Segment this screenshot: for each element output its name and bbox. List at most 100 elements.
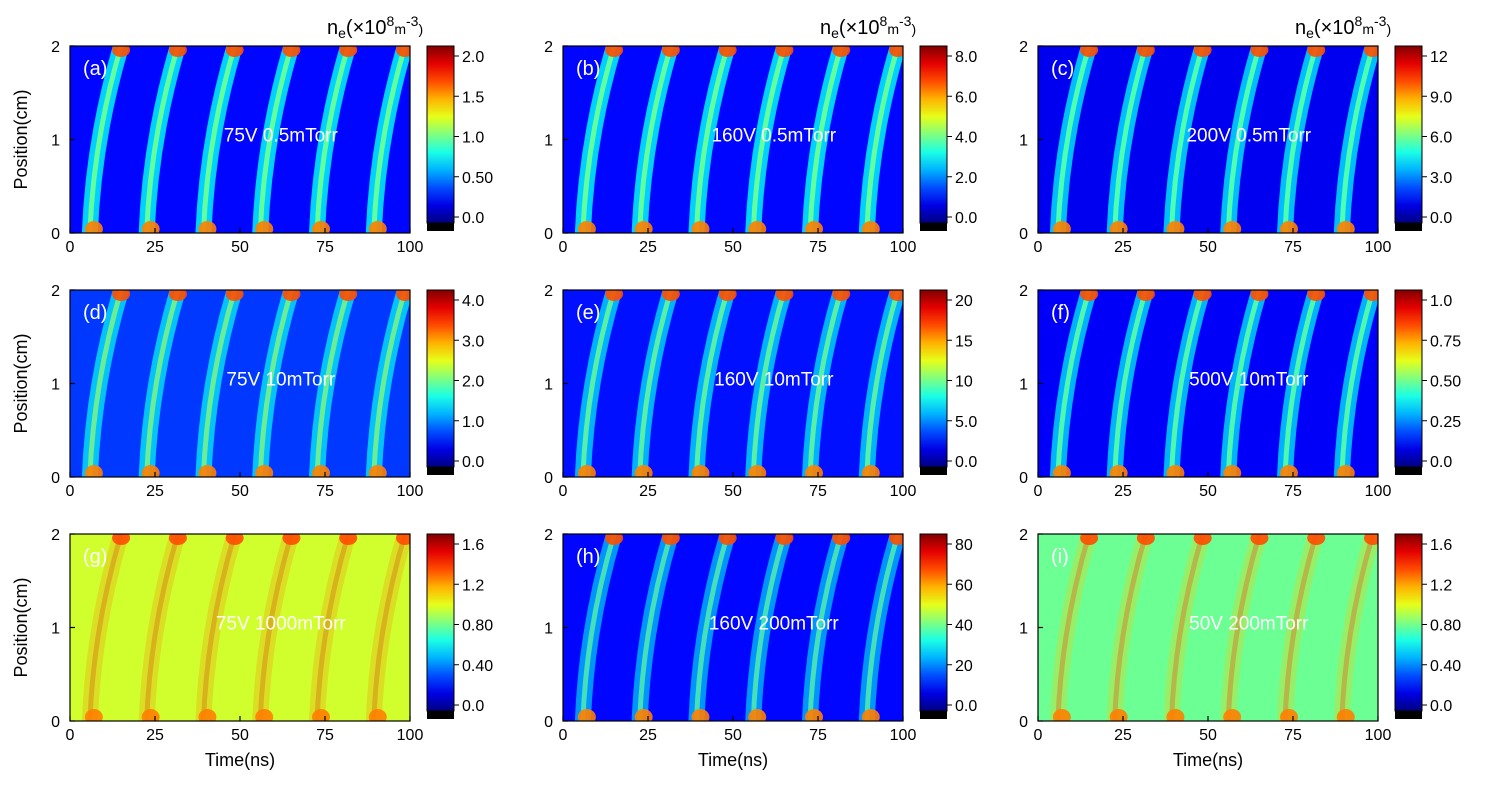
heatmap-beam-core — [693, 46, 731, 233]
heatmap-beam-core — [750, 46, 787, 233]
colorbar-tick-label: 1.0 — [462, 130, 484, 147]
heatmap-background — [70, 46, 410, 233]
y-tick-label: 0 — [51, 470, 60, 487]
heatmap-hotspot — [1250, 46, 1269, 57]
heatmap-beam-core — [1339, 46, 1376, 233]
heatmap-hotspot — [691, 709, 710, 721]
x-axis-label: Time(ns) — [698, 750, 768, 770]
heatmap-hotspot — [1223, 709, 1242, 721]
colorbar-tick-label: 10 — [955, 374, 973, 391]
heatmap-hotspot — [1052, 465, 1071, 477]
x-axis-label: Time(ns) — [205, 750, 275, 770]
colorbar-underflow — [427, 467, 454, 475]
heatmap-beam-core — [1168, 534, 1206, 721]
colorbar-tick-label: 0.0 — [955, 698, 977, 715]
heatmap-hotspot — [1109, 221, 1128, 233]
heatmap-hotspot — [112, 290, 131, 301]
heatmap-beam-core — [864, 534, 901, 721]
colorbar-tick-label: 0.0 — [462, 454, 484, 471]
colorbar — [1394, 533, 1423, 712]
x-tick-label: 75 — [1284, 727, 1302, 744]
x-tick-label: 50 — [724, 483, 742, 500]
colorbar-underflow — [920, 711, 947, 719]
heatmap-hotspot — [748, 221, 767, 233]
heatmap-hotspot — [1193, 46, 1212, 57]
heatmap-hotspot — [1052, 709, 1071, 721]
colorbar-unit-label: ne(×108m-3) — [327, 13, 423, 41]
heatmap-hotspot — [1193, 534, 1212, 545]
x-tick-label: 25 — [639, 727, 657, 744]
heatmap-hotspot — [225, 46, 244, 57]
heatmap-hotspot — [282, 46, 301, 57]
heatmap-beam-core — [1282, 46, 1319, 233]
colorbar-tick-label: 8.0 — [955, 49, 977, 66]
x-tick-label: 100 — [890, 727, 917, 744]
y-tick-label: 2 — [51, 39, 60, 56]
colorbar-underflow — [427, 223, 454, 231]
heatmap-hotspot — [368, 221, 387, 233]
heatmap-hotspot — [1364, 46, 1378, 57]
y-tick-label: 0 — [1019, 470, 1028, 487]
heatmap-beam-core — [257, 534, 294, 721]
x-tick-label: 100 — [1365, 239, 1392, 256]
heatmap-beam-core — [807, 534, 844, 721]
heatmap-hotspot — [225, 290, 244, 301]
heatmap-hotspot — [112, 534, 131, 545]
heatmap-beam-core — [371, 290, 408, 477]
heatmap-hotspot — [1109, 709, 1128, 721]
y-tick-label: 2 — [544, 283, 553, 300]
heatmap-hotspot — [832, 290, 851, 301]
heatmap-hotspot — [1109, 465, 1128, 477]
heatmap-beam-core — [693, 290, 731, 477]
heatmap-area — [1038, 534, 1378, 721]
heatmap-beam-core — [864, 46, 901, 233]
colorbar — [919, 289, 948, 468]
colorbar-tick-label: 60 — [955, 577, 973, 594]
heatmap-hotspot — [1136, 290, 1155, 301]
y-tick-label: 2 — [51, 527, 60, 544]
x-tick-label: 0 — [1034, 239, 1043, 256]
colorbar-underflow — [427, 711, 454, 719]
panel-f: 0 25 50 75 100 0 1 2 (f) 500V 10mTorr 1.0 0.75 0.50 0… — [1019, 283, 1461, 500]
heatmap-hotspot — [84, 221, 103, 233]
panel-e: 0 25 50 75 100 0 1 2 (e) 160V 10mTorr 20 15 10 5.0 0.0 — [544, 283, 977, 500]
heatmap-hotspot — [634, 221, 653, 233]
heatmap-beam-core — [144, 46, 181, 233]
condition-label: 75V 0.5mTorr — [224, 125, 339, 146]
heatmap-beam-core — [807, 46, 844, 233]
heatmap-hotspot — [1307, 46, 1326, 57]
x-tick-label: 75 — [316, 239, 334, 256]
heatmap-background — [563, 290, 903, 477]
heatmap-hotspot — [577, 465, 596, 477]
y-tick-label: 1 — [51, 377, 60, 394]
condition-label: 160V 10mTorr — [714, 369, 834, 390]
colorbar — [426, 289, 455, 468]
colorbar-tick-label: 0.0 — [955, 210, 977, 227]
heatmap-hotspot — [1250, 290, 1269, 301]
heatmap-background — [1038, 290, 1378, 477]
heatmap-hotspot — [1307, 290, 1326, 301]
colorbar-tick-label: 1.2 — [462, 577, 484, 594]
colorbar-tick-label: 2.0 — [462, 374, 484, 391]
heatmap-hotspot — [691, 465, 710, 477]
colorbar-tick-label: 20 — [955, 293, 973, 310]
colorbar-tick-label: 5.0 — [955, 414, 977, 431]
panel-label: (f) — [1051, 302, 1070, 324]
heatmap-hotspot — [198, 465, 217, 477]
heatmap-area — [1038, 290, 1378, 477]
heatmap-beam — [365, 534, 410, 721]
heatmap-beam-core — [200, 46, 238, 233]
heatmap-beam-core — [200, 534, 238, 721]
condition-label: 500V 10mTorr — [1189, 369, 1309, 390]
colorbar-tick-label: 0.25 — [1430, 414, 1461, 431]
heatmap-beam-core — [144, 290, 181, 477]
panel-h: 0 25 50 75 100 0 1 2 (h) 160V 200mTorr 80 60 40 20 0.0… — [544, 527, 977, 770]
y-tick-label: 0 — [544, 226, 553, 243]
x-tick-label: 100 — [890, 483, 917, 500]
heatmap-beam-core — [1055, 534, 1092, 721]
heatmap-background — [70, 290, 410, 477]
x-tick-label: 0 — [66, 483, 75, 500]
heatmap-hotspot — [775, 46, 794, 57]
heatmap-beam-core — [807, 290, 844, 477]
